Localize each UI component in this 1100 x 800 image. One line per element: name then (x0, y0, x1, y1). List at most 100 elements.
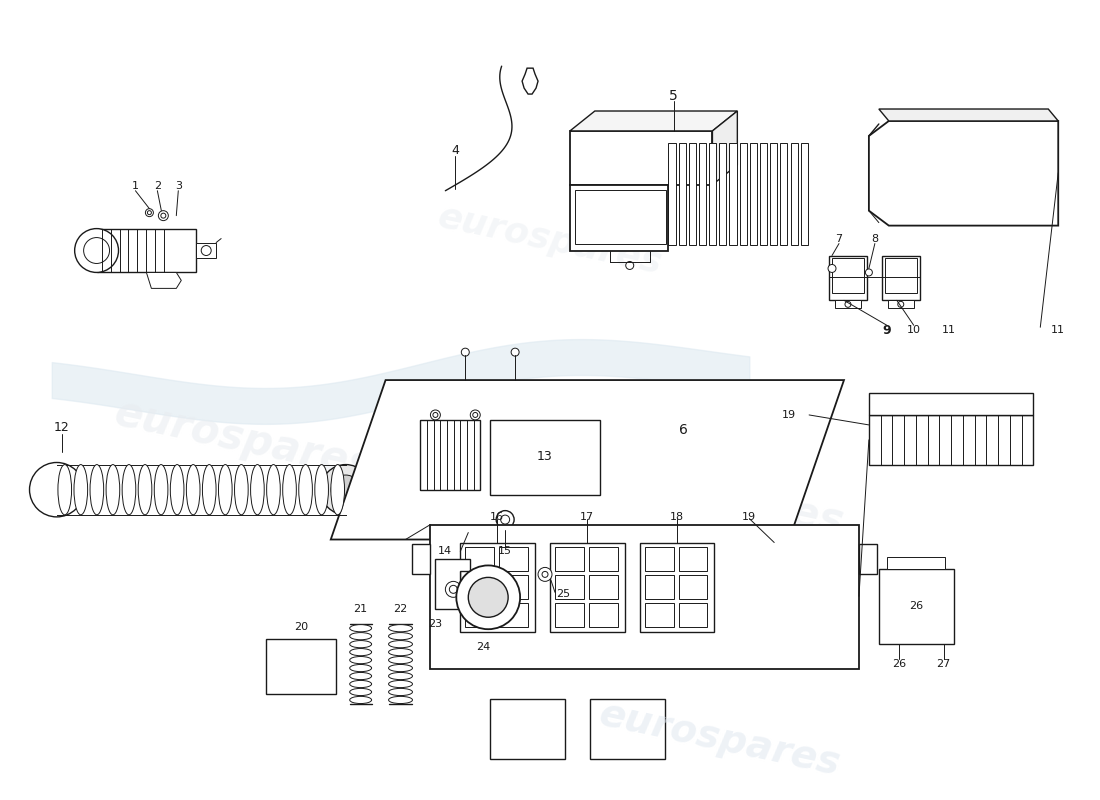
Bar (266, 639, 336, 694)
Bar (869, 393, 1033, 415)
Bar (640, 542, 714, 632)
Ellipse shape (139, 465, 152, 515)
Polygon shape (570, 111, 737, 131)
Circle shape (75, 229, 119, 273)
Ellipse shape (350, 688, 372, 695)
Circle shape (201, 246, 211, 255)
Bar (832, 258, 864, 294)
Circle shape (461, 348, 470, 356)
Text: 21: 21 (353, 604, 367, 614)
Circle shape (158, 210, 168, 221)
Text: 6: 6 (679, 423, 688, 437)
Ellipse shape (154, 465, 168, 515)
Circle shape (473, 413, 477, 418)
Text: eurospares: eurospares (595, 694, 844, 783)
Text: 7: 7 (835, 234, 843, 243)
Circle shape (30, 462, 84, 517)
Polygon shape (713, 111, 737, 185)
Bar (570, 185, 669, 250)
Ellipse shape (283, 465, 296, 515)
Bar (698, 143, 706, 245)
Circle shape (626, 262, 634, 270)
Polygon shape (835, 300, 861, 308)
Polygon shape (436, 559, 471, 610)
Bar (491, 699, 565, 758)
Bar (491, 420, 600, 494)
Polygon shape (146, 273, 182, 288)
Bar (780, 143, 788, 245)
Text: 19: 19 (782, 410, 796, 420)
Text: 9: 9 (882, 324, 891, 337)
Bar (645, 575, 673, 599)
Ellipse shape (388, 649, 412, 656)
Ellipse shape (106, 465, 120, 515)
Bar (869, 415, 1033, 465)
Circle shape (542, 571, 548, 578)
Ellipse shape (219, 465, 232, 515)
Text: 26: 26 (909, 602, 923, 611)
Bar (801, 143, 807, 245)
Circle shape (828, 265, 836, 273)
Bar (499, 575, 528, 599)
Text: 4: 4 (451, 144, 460, 158)
Bar (791, 143, 798, 245)
Polygon shape (869, 121, 1058, 226)
Bar (570, 131, 713, 185)
Ellipse shape (186, 465, 200, 515)
Bar (750, 143, 757, 245)
Bar (465, 603, 494, 627)
Text: 10: 10 (906, 326, 921, 335)
Circle shape (331, 475, 361, 504)
Text: 24: 24 (476, 642, 491, 652)
Circle shape (320, 465, 371, 515)
Ellipse shape (350, 633, 372, 640)
Text: 18: 18 (670, 511, 683, 522)
Bar (550, 542, 625, 632)
Text: 11: 11 (1052, 326, 1065, 335)
Bar (679, 575, 707, 599)
Ellipse shape (122, 465, 135, 515)
Bar (465, 575, 494, 599)
Ellipse shape (350, 665, 372, 672)
Bar (430, 525, 859, 669)
Ellipse shape (388, 673, 412, 680)
Text: 2: 2 (154, 181, 161, 190)
Bar (770, 143, 778, 245)
Circle shape (500, 515, 509, 524)
Circle shape (471, 410, 481, 420)
Bar (884, 258, 916, 294)
Text: 19: 19 (742, 511, 757, 522)
Text: 11: 11 (942, 326, 956, 335)
Ellipse shape (170, 465, 184, 515)
Polygon shape (412, 545, 430, 574)
Bar (710, 143, 716, 245)
Ellipse shape (251, 465, 264, 515)
Polygon shape (879, 109, 1058, 121)
Circle shape (450, 586, 458, 594)
Circle shape (456, 566, 520, 630)
Circle shape (145, 209, 153, 217)
Bar (689, 143, 696, 245)
Text: 17: 17 (580, 511, 594, 522)
Ellipse shape (350, 641, 372, 648)
Ellipse shape (350, 673, 372, 680)
Bar (719, 143, 726, 245)
Polygon shape (522, 68, 538, 94)
Ellipse shape (350, 657, 372, 664)
Ellipse shape (388, 665, 412, 672)
Bar (879, 570, 954, 644)
Text: 27: 27 (936, 659, 950, 669)
Bar (882, 255, 920, 300)
Ellipse shape (388, 641, 412, 648)
Text: 5: 5 (669, 89, 678, 103)
Bar (679, 547, 707, 571)
Ellipse shape (350, 625, 372, 632)
Ellipse shape (350, 681, 372, 687)
Circle shape (898, 302, 904, 307)
Ellipse shape (388, 633, 412, 640)
Ellipse shape (315, 465, 329, 515)
Circle shape (538, 567, 552, 582)
Bar (645, 603, 673, 627)
Text: 1: 1 (132, 181, 139, 190)
Text: 22: 22 (394, 604, 408, 614)
